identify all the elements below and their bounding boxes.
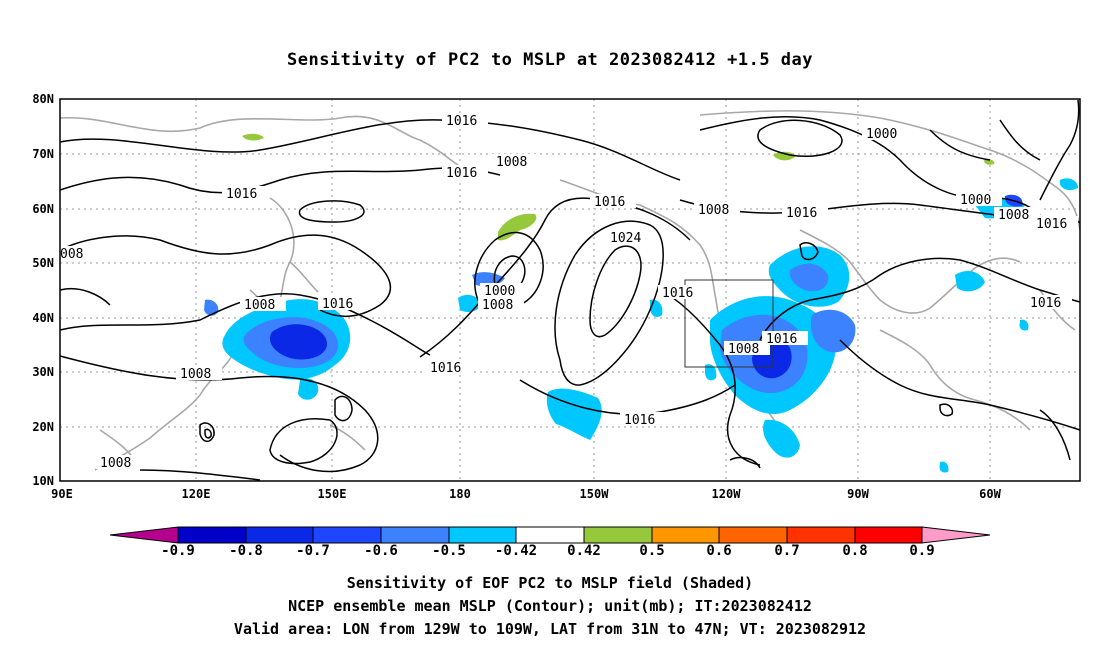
colorbar-label: 0.8	[842, 543, 868, 559]
caption-line-2: NCEP ensemble mean MSLP (Contour); unit(…	[288, 597, 812, 615]
contour-label: 1016	[430, 361, 461, 376]
x-tick-label: 120W	[711, 487, 741, 501]
contour-label: 1008	[998, 208, 1029, 223]
colorbar-label: -0.6	[364, 543, 398, 559]
mslp-contours	[59, 99, 1081, 481]
contour-label: 1000	[866, 127, 897, 142]
colorbar-label: 0.9	[909, 543, 935, 559]
y-tick-label: 10N	[32, 474, 54, 488]
caption-line-3: Valid area: LON from 129W to 109W, LAT f…	[233, 620, 867, 638]
contour-label: 1016	[446, 166, 477, 181]
colorbar-segment	[380, 526, 450, 544]
contour-label: 1008	[244, 298, 275, 313]
y-tick-label: 70N	[32, 147, 54, 161]
contour-label: 1008	[698, 203, 729, 218]
colorbar-segment	[854, 526, 923, 544]
map-title: Sensitivity of PC2 to MSLP at 2023082412…	[286, 50, 813, 70]
colorbar-segment	[718, 526, 788, 544]
colorbar	[109, 526, 991, 544]
sensitivity-shading	[204, 133, 1078, 473]
contour-label: 1016	[594, 195, 625, 210]
y-tick-label: 30N	[32, 365, 54, 379]
contour-label: 1016	[1036, 217, 1067, 232]
colorbar-label: -0.42	[494, 543, 538, 559]
colorbar-label: 0.6	[706, 543, 732, 559]
y-tick-label: 60N	[32, 202, 54, 216]
x-tick-label: 120E	[181, 487, 211, 501]
colorbar-segment	[177, 526, 247, 544]
caption-line-1: Sensitivity of EOF PC2 to MSLP field (Sh…	[346, 574, 754, 592]
contour-label: 1016	[786, 206, 817, 221]
colorbar-segment	[109, 526, 179, 544]
contour-label: 1016	[322, 297, 353, 312]
contour-label: 1008	[180, 367, 211, 382]
contour-label: 1016	[662, 286, 693, 301]
contour-labels: 1016 1008 1016 1016 1000 1008 1008 1016 …	[58, 113, 1078, 471]
colorbar-label: 0.42	[567, 543, 601, 559]
contour-label: 1016	[1030, 296, 1061, 311]
colorbar-segment	[921, 526, 991, 544]
valid-area-box	[684, 279, 774, 368]
colorbar-label: -0.7	[296, 543, 330, 559]
y-tick-label: 20N	[32, 420, 54, 434]
map-frame	[59, 98, 1081, 482]
x-tick-label: 90W	[847, 487, 869, 501]
x-tick-label: 90E	[51, 487, 73, 501]
colorbar-label: 0.7	[774, 543, 800, 559]
contour-label: 1016	[624, 413, 655, 428]
contour-label: 1008	[496, 155, 527, 170]
colorbar-segment	[583, 526, 653, 544]
contour-label: 1016	[766, 332, 797, 347]
contour-label: 1024	[610, 231, 641, 246]
contour-label: 1008	[100, 456, 131, 471]
colorbar-segment	[312, 526, 382, 544]
colorbar-label: 0.5	[639, 543, 665, 559]
colorbar-segment	[515, 526, 585, 544]
y-tick-label: 50N	[32, 256, 54, 270]
x-tick-label: 150W	[579, 487, 609, 501]
x-tick-label: 180	[449, 487, 471, 501]
contour-label: 1000	[960, 193, 991, 208]
colorbar-segment	[651, 526, 720, 544]
colorbar-segment	[245, 526, 314, 544]
contour-label: 1016	[446, 114, 477, 129]
contour-label: 1008	[728, 342, 759, 357]
contour-label: 008	[60, 247, 83, 262]
colorbar-segment	[448, 526, 517, 544]
colorbar-label: -0.9	[161, 543, 195, 559]
y-tick-label: 80N	[32, 92, 54, 106]
x-tick-label: 150E	[317, 487, 347, 501]
contour-label: 1008	[482, 298, 513, 313]
y-tick-label: 40N	[32, 311, 54, 325]
colorbar-label: -0.8	[229, 543, 263, 559]
x-tick-label: 60W	[979, 487, 1001, 501]
colorbar-label: -0.5	[432, 543, 466, 559]
contour-label: 1000	[484, 284, 515, 299]
colorbar-segment	[786, 526, 856, 544]
contour-label: 1016	[226, 187, 257, 202]
